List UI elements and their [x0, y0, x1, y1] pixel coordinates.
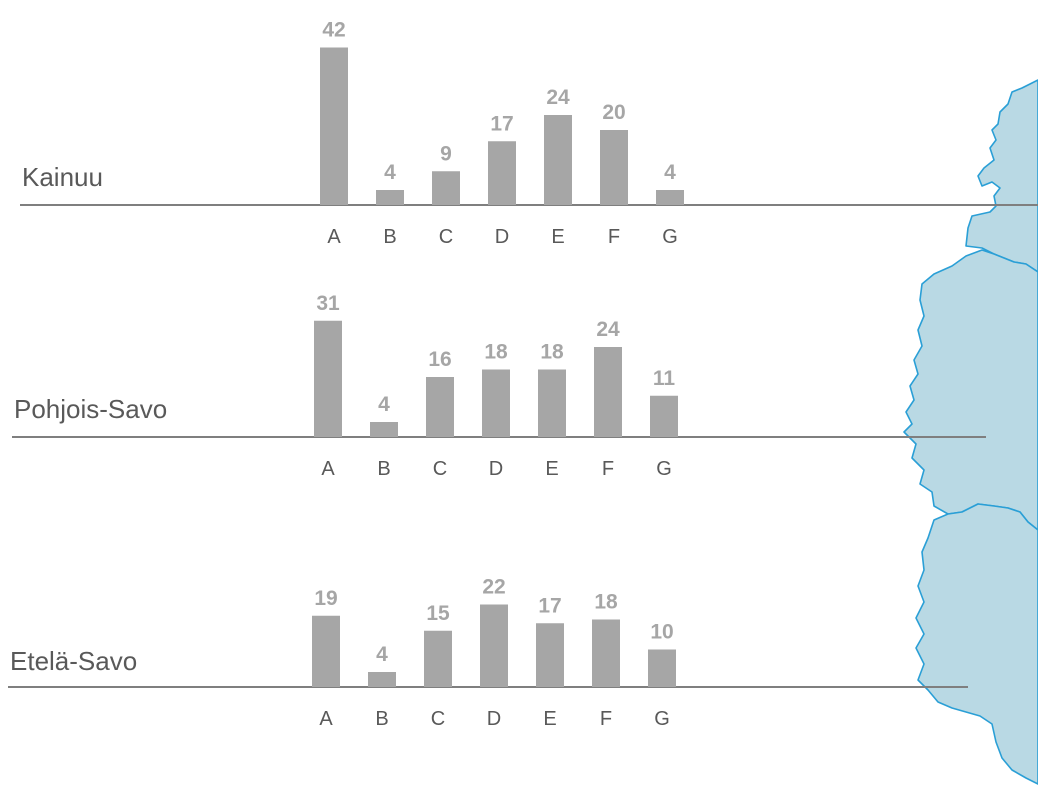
value-label: 22 — [482, 576, 505, 599]
bar — [424, 630, 452, 687]
category-label: A — [321, 458, 335, 480]
map-region-pohjois-savo — [903, 249, 1038, 531]
category-label: E — [543, 708, 556, 730]
bar — [544, 115, 572, 205]
category-label: C — [439, 226, 453, 248]
bar — [600, 130, 628, 205]
bar — [480, 604, 508, 687]
bar — [538, 369, 566, 437]
category-label: G — [654, 708, 670, 730]
category-label: B — [383, 226, 396, 248]
bar — [482, 369, 510, 437]
category-label: D — [487, 708, 501, 730]
value-label: 20 — [602, 101, 625, 124]
bar — [592, 619, 620, 687]
category-label: B — [377, 458, 390, 480]
value-label: 24 — [546, 86, 570, 109]
bar — [656, 190, 684, 205]
category-label: A — [319, 708, 333, 730]
category-label: C — [431, 708, 445, 730]
map-region-etela-savo — [915, 503, 1038, 785]
bar — [368, 672, 396, 687]
value-label: 18 — [484, 341, 508, 364]
value-label: 4 — [384, 161, 396, 184]
value-label: 31 — [316, 292, 340, 315]
bar — [320, 47, 348, 205]
category-label: F — [608, 226, 620, 248]
bar — [488, 141, 516, 205]
value-label: 17 — [490, 112, 513, 135]
bar — [370, 422, 398, 437]
bar — [650, 395, 678, 437]
regions-map-outline — [903, 79, 1038, 785]
bar — [536, 623, 564, 687]
bar — [432, 171, 460, 205]
chart-kainuu: Kainuu 42 A 4 B 9 C 17 D 24 E 20 F 4 G — [20, 19, 1038, 248]
value-label: 18 — [540, 341, 564, 364]
region-label: Pohjois-Savo — [14, 394, 167, 424]
value-label: 10 — [650, 621, 673, 644]
category-label: D — [489, 458, 503, 480]
value-label: 18 — [594, 591, 618, 614]
bar — [312, 615, 340, 687]
value-label: 4 — [378, 393, 390, 416]
category-label: C — [433, 458, 447, 480]
chart-pohjois-savo: Pohjois-Savo 31 A 4 B 16 C 18 D 18 E 24 F 11 G — [12, 292, 986, 480]
value-label: 17 — [538, 594, 561, 617]
category-label: D — [495, 226, 509, 248]
value-label: 9 — [440, 142, 452, 165]
region-label: Etelä-Savo — [10, 646, 137, 676]
value-label: 11 — [653, 367, 676, 390]
category-label: G — [662, 226, 678, 248]
value-label: 24 — [596, 318, 620, 341]
category-label: A — [327, 226, 341, 248]
value-label: 19 — [314, 587, 337, 610]
bar — [594, 347, 622, 437]
category-label: E — [545, 458, 558, 480]
value-label: 4 — [664, 161, 676, 184]
map-region-kainuu — [965, 79, 1038, 273]
chart-etel-savo: Etelä-Savo 19 A 4 B 15 C 22 D 17 E 18 F 10 G — [8, 576, 968, 730]
region-label: Kainuu — [22, 162, 103, 192]
value-label: 15 — [426, 602, 450, 625]
category-label: F — [600, 708, 612, 730]
bar — [376, 190, 404, 205]
category-label: B — [375, 708, 388, 730]
value-label: 4 — [376, 643, 388, 666]
category-label: E — [551, 226, 564, 248]
category-label: F — [602, 458, 614, 480]
value-label: 42 — [322, 19, 345, 42]
bar — [426, 377, 454, 437]
category-label: G — [656, 458, 672, 480]
value-label: 16 — [428, 348, 451, 371]
bar — [648, 649, 676, 687]
bar — [314, 320, 342, 437]
